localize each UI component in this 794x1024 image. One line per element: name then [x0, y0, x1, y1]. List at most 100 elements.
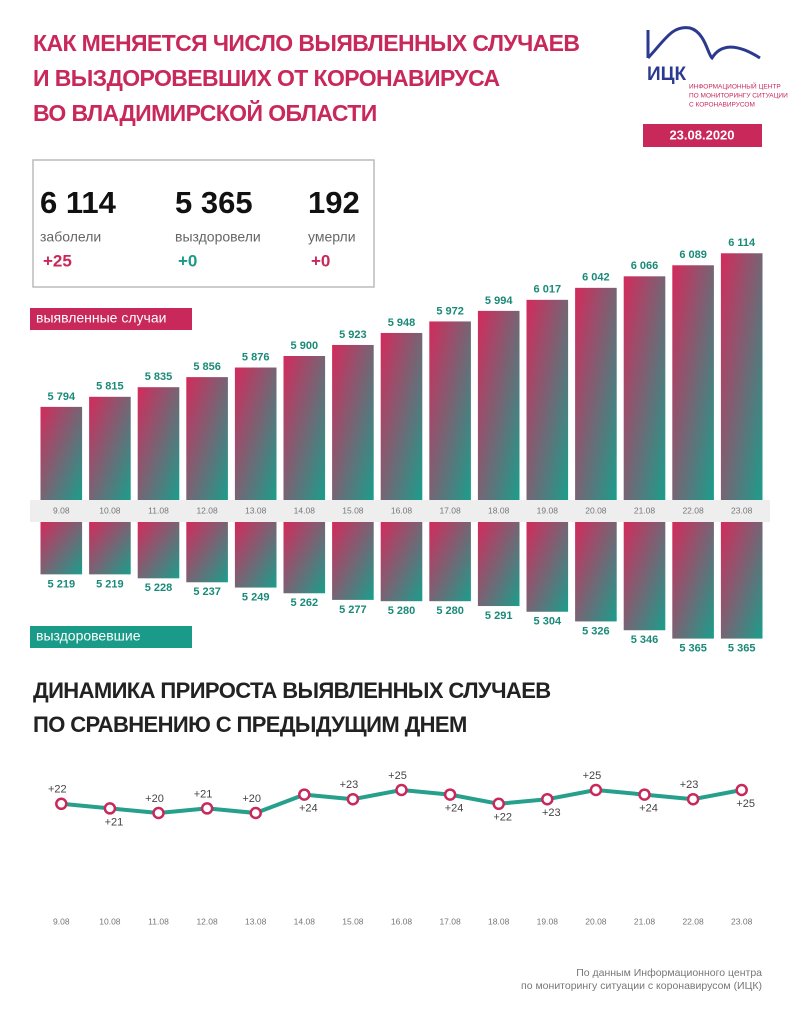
title-line: И ВЫЗДОРОВЕВШИХ ОТ КОРОНАВИРУСА: [33, 65, 500, 91]
section-title: ДИНАМИКА ПРИРОСТА ВЫЯВЛЕННЫХ СЛУЧАЕВ: [33, 678, 551, 703]
x-tick-label: 12.08: [196, 505, 218, 515]
stat-label: заболели: [40, 229, 101, 245]
logo-text: С КОРОНАВИРУСОМ: [689, 102, 755, 109]
stat-value: 192: [308, 185, 360, 220]
point: [55, 797, 68, 811]
value-label: +25: [583, 770, 602, 782]
value-label: 5 277: [339, 604, 367, 616]
source: по мониторингу ситуации с коронавирусом …: [521, 980, 762, 992]
value-label: 5 219: [96, 578, 124, 590]
value-label: 5 249: [242, 591, 270, 603]
series-label: выздоровевшие: [36, 628, 141, 644]
logo: ИЦК ИНФОРМАЦИОННЫЙ ЦЕНТР ПО МОНИТОРИНГУ …: [643, 26, 788, 147]
x-tick-label: 15.08: [342, 505, 364, 515]
value-label: 5 228: [145, 582, 173, 594]
value-label: 5 994: [485, 295, 513, 307]
x-tick-label: 18.08: [488, 916, 510, 926]
logo-mark: [646, 26, 761, 61]
bar: [526, 522, 569, 612]
value-label: 5 972: [436, 305, 464, 317]
value-label: +22: [48, 784, 67, 796]
x-tick-label: 17.08: [439, 916, 461, 926]
bar: [332, 522, 374, 600]
value-label: +25: [388, 770, 407, 782]
value-label: 5 365: [679, 643, 707, 655]
bar: [137, 387, 180, 500]
value-label: +21: [194, 788, 213, 800]
date-box: [643, 124, 762, 147]
series-label: выявленные случаи: [36, 310, 166, 326]
bar: [623, 276, 666, 500]
bar: [332, 344, 374, 500]
bar: [186, 377, 228, 500]
value-label: 6 066: [631, 260, 659, 272]
x-tick-label: 22.08: [682, 916, 704, 926]
date: 23.08.2020: [669, 127, 734, 142]
logo-text: ИНФОРМАЦИОННЫЙ ЦЕНТР: [689, 82, 781, 91]
x-tick-label: 15.08: [342, 916, 364, 926]
bar: [89, 522, 131, 575]
x-tick-label: 11.08: [148, 505, 169, 515]
series-label-box: [30, 308, 192, 330]
x-tick-label: 9.08: [53, 916, 70, 926]
value-label: 5 876: [242, 351, 270, 363]
bar: [137, 522, 180, 579]
x-tick-label: 23.08: [731, 916, 753, 926]
x-tick-label: 20.08: [585, 916, 607, 926]
value-label: 5 856: [193, 361, 221, 373]
bar: [477, 522, 520, 607]
value-label: 6 089: [679, 249, 707, 261]
value-label: 5 291: [485, 610, 513, 622]
logo-name: ИЦК: [647, 64, 687, 85]
section-title: ПО СРАВНЕНИЮ С ПРЕДЫДУЩИМ ДНЕМ: [33, 712, 467, 737]
bar: [672, 265, 714, 500]
point: [346, 792, 360, 806]
x-tick-label: 23.08: [731, 505, 753, 515]
x-tick-label: 10.08: [99, 505, 121, 515]
bar: [234, 522, 277, 588]
bar: [234, 367, 277, 500]
value-label: 5 923: [339, 329, 367, 341]
value-label: +22: [493, 812, 512, 824]
stat-label: выздоровели: [175, 229, 261, 245]
point: [152, 806, 165, 820]
value-label: 5 835: [145, 371, 173, 383]
source: По данным Информационного центра: [576, 967, 762, 979]
point: [395, 783, 408, 797]
x-tick-label: 12.08: [196, 916, 218, 926]
bar: [575, 522, 617, 622]
date-strip: [30, 500, 770, 522]
value-label: +24: [299, 803, 318, 815]
series-label-box: [30, 626, 192, 648]
value-label: 5 304: [534, 616, 562, 628]
bar: [720, 522, 763, 639]
x-tick-label: 21.08: [634, 505, 656, 515]
stat-change: +0: [178, 251, 197, 270]
value-label: +21: [105, 816, 124, 828]
point: [589, 783, 603, 797]
x-tick-label: 21.08: [634, 916, 656, 926]
bar: [477, 310, 520, 500]
value-label: 6 042: [582, 272, 610, 284]
stat-change: +25: [43, 251, 72, 270]
bar: [283, 356, 326, 500]
bar: [672, 522, 714, 639]
x-tick-label: 18.08: [488, 505, 510, 515]
x-tick-label: 10.08: [99, 916, 121, 926]
point: [103, 802, 117, 815]
bar: [40, 522, 83, 575]
value-label: +23: [680, 779, 699, 791]
value-label: 5 948: [388, 317, 416, 329]
bar: [186, 522, 228, 583]
value-label: 5 280: [388, 605, 416, 617]
value-label: +25: [736, 798, 755, 810]
x-tick-label: 22.08: [682, 505, 704, 515]
stats-box: [32, 159, 375, 288]
bar: [575, 287, 617, 500]
bar: [380, 522, 423, 602]
value-label: +24: [445, 803, 464, 815]
bar: [429, 321, 471, 500]
value-label: 5 262: [291, 597, 319, 609]
bar: [526, 299, 569, 500]
